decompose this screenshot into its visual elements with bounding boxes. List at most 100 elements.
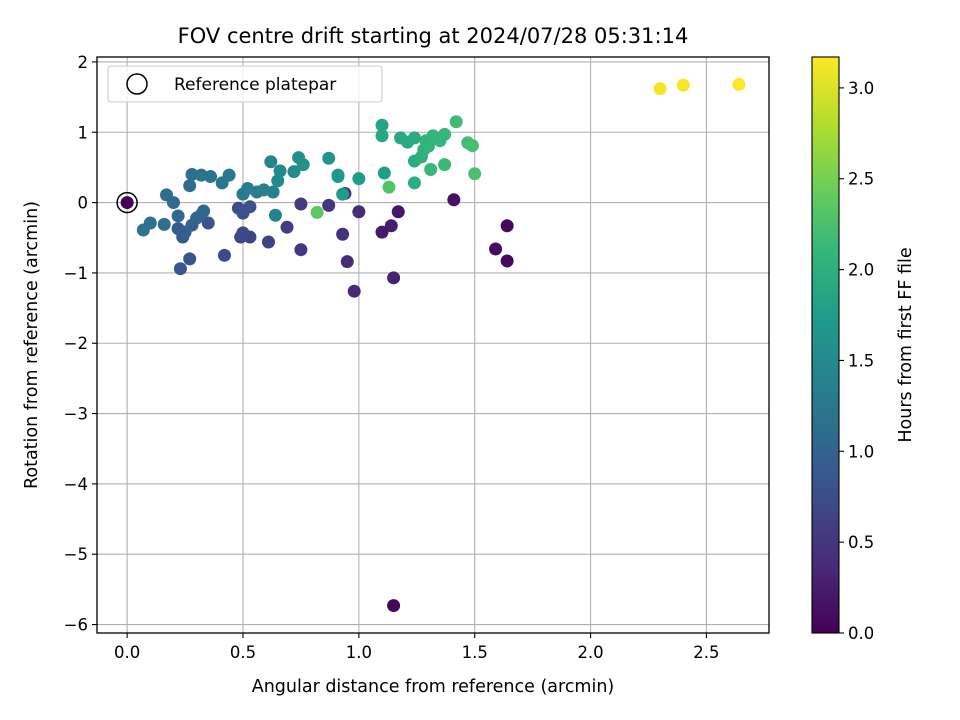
legend-marker-reference (126, 73, 148, 95)
data-point (136, 223, 150, 237)
data-point (287, 165, 301, 179)
data-point (264, 155, 278, 169)
data-point (222, 168, 236, 182)
data-point (336, 227, 350, 241)
data-point (120, 196, 134, 210)
data-point (261, 235, 275, 249)
y-tick-label: 0 (78, 194, 89, 213)
data-point (382, 180, 396, 194)
data-point (377, 166, 391, 180)
data-point (489, 242, 503, 256)
data-point (375, 118, 389, 132)
data-point (653, 82, 667, 96)
x-tick-label: 1.5 (462, 643, 488, 662)
data-point (183, 252, 197, 266)
colorbar-tick-label: 1.0 (848, 442, 874, 461)
data-point (438, 158, 452, 172)
scatter-points (116, 77, 746, 613)
legend-entry-reference: Reference platepar (174, 75, 336, 95)
y-tick-label: −4 (64, 475, 88, 494)
colorbar-tick-label: 2.0 (848, 261, 874, 280)
y-tick-label: 2 (78, 53, 89, 72)
data-point (449, 115, 463, 129)
reference-platepar-marker (116, 191, 138, 214)
x-tick-label: 0.0 (114, 643, 140, 662)
data-point (294, 243, 308, 257)
colorbar: 0.0 0.5 1.0 1.5 2.0 2.5 3.0 Hours from first F… (811, 56, 916, 643)
data-point (391, 205, 405, 219)
data-point (183, 179, 197, 193)
data-point (352, 205, 366, 219)
data-point (185, 167, 199, 181)
data-point (387, 599, 401, 613)
data-point (322, 198, 336, 212)
data-point (387, 271, 401, 285)
x-tick-label: 2.5 (693, 643, 719, 662)
data-point (407, 131, 421, 145)
data-point (424, 163, 438, 177)
y-axis-label: Rotation from reference (arcmin) (22, 201, 42, 489)
data-point (236, 226, 250, 240)
data-point (468, 167, 482, 181)
data-point (160, 188, 174, 202)
data-point (352, 172, 366, 186)
data-point (732, 77, 746, 91)
data-point (447, 193, 461, 207)
data-point (271, 174, 285, 188)
colorbar-gradient (811, 56, 840, 634)
data-point (500, 254, 514, 268)
y-tick-label: −2 (64, 334, 88, 353)
x-tick-label: 2.0 (577, 643, 603, 662)
data-point (243, 200, 257, 214)
data-point (310, 205, 324, 219)
data-point (465, 139, 479, 153)
colorbar-tick-label: 3.0 (848, 79, 874, 98)
legend: Reference platepar (107, 65, 383, 103)
data-point (421, 139, 435, 153)
x-tick-label: 1.0 (346, 643, 372, 662)
data-point (322, 151, 336, 165)
data-point (217, 248, 231, 262)
x-axis-ticks: 0.0 0.5 1.0 1.5 2.0 2.5 (114, 633, 720, 662)
x-tick-label: 0.5 (230, 643, 256, 662)
data-point (173, 262, 187, 276)
data-point (500, 219, 514, 233)
data-point (331, 170, 345, 184)
data-point (273, 164, 287, 178)
data-point (157, 217, 171, 231)
data-point (171, 209, 185, 223)
colorbar-tick-label: 1.5 (848, 351, 874, 370)
data-point (347, 284, 361, 298)
legend-box (107, 65, 383, 103)
y-tick-label: −1 (64, 264, 88, 283)
y-tick-label: −5 (64, 545, 88, 564)
data-point (375, 129, 389, 143)
plot-frame (96, 56, 770, 634)
data-point (340, 255, 354, 269)
y-tick-label: 1 (78, 123, 89, 142)
data-point (375, 225, 389, 239)
colorbar-tick-label: 2.5 (848, 170, 874, 189)
colorbar-tick-label: 0.0 (848, 624, 874, 643)
y-axis-ticks: −6 −5 −4 −3 −2 −1 0 1 2 (64, 53, 97, 635)
colorbar-ticks: 0.0 0.5 1.0 1.5 2.0 2.5 3.0 (839, 79, 874, 643)
data-point (280, 220, 294, 234)
x-axis-label: Angular distance from reference (arcmin) (252, 677, 615, 697)
colorbar-tick-label: 0.5 (848, 533, 874, 552)
data-point (266, 185, 280, 199)
data-point (197, 204, 211, 218)
data-point (294, 197, 308, 211)
colorbar-label: Hours from first FF file (896, 247, 916, 442)
chart-title: FOV centre drift starting at 2024/07/28 … (178, 24, 689, 48)
data-point (268, 208, 282, 222)
y-tick-label: −6 (64, 616, 88, 635)
data-point (296, 158, 310, 172)
data-point (676, 78, 690, 92)
data-point (438, 127, 452, 141)
data-point (336, 187, 350, 201)
y-tick-label: −3 (64, 405, 88, 424)
data-point (384, 219, 398, 233)
data-point (407, 176, 421, 190)
data-point (204, 170, 218, 184)
